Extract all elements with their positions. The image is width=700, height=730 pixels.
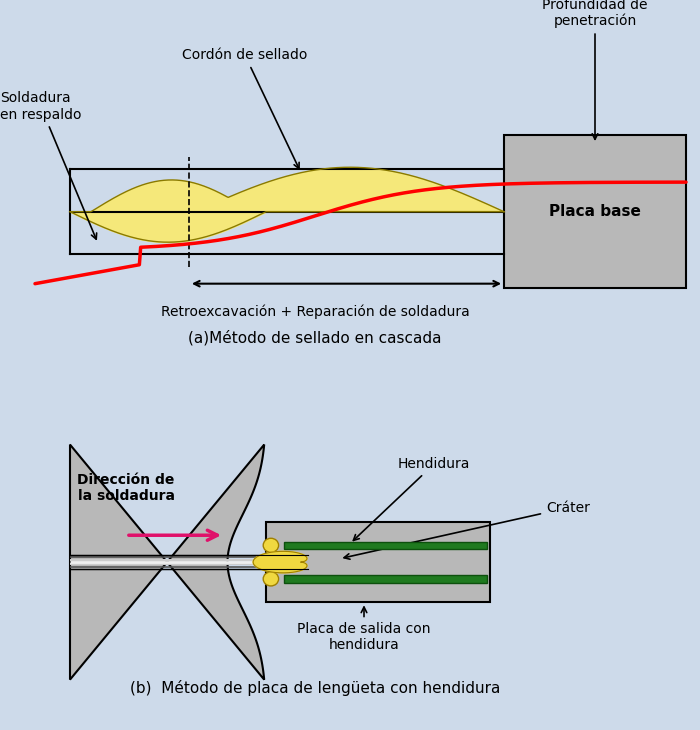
Bar: [284, 575, 486, 583]
Polygon shape: [70, 445, 264, 680]
Text: Retroexcavación + Reparación de soldadura: Retroexcavación + Reparación de soldadur…: [160, 305, 470, 319]
Polygon shape: [253, 551, 307, 573]
Text: Placa de salida con
hendidura: Placa de salida con hendidura: [298, 607, 430, 653]
Bar: [266, 522, 490, 602]
Text: Cordón de sellado: Cordón de sellado: [182, 48, 308, 169]
Text: Cráter: Cráter: [344, 501, 590, 559]
Bar: [284, 542, 486, 549]
Text: Dirección de
la soldadura: Dirección de la soldadura: [77, 473, 175, 503]
Text: Profundidad de
penetración: Profundidad de penetración: [542, 0, 648, 139]
Bar: [504, 136, 686, 288]
Text: Hendidura: Hendidura: [354, 457, 470, 540]
Text: (b)  Método de placa de lengüeta con hendidura: (b) Método de placa de lengüeta con hend…: [130, 680, 500, 696]
Ellipse shape: [263, 538, 279, 553]
Text: (a)Método de sellado en cascada: (a)Método de sellado en cascada: [188, 330, 442, 346]
Text: Placa base: Placa base: [549, 204, 641, 219]
Ellipse shape: [263, 572, 279, 586]
Text: Soldadura
en respaldo: Soldadura en respaldo: [0, 91, 97, 239]
